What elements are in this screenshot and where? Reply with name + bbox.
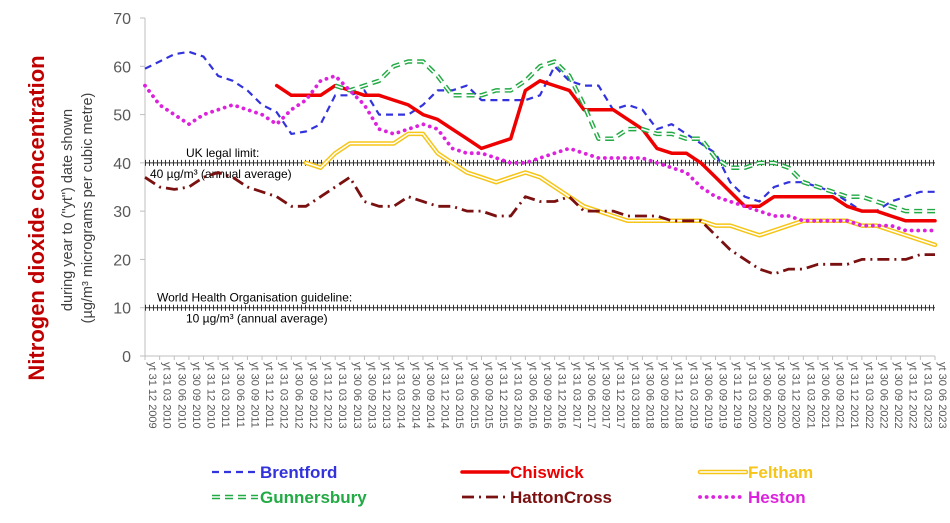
x-tick-label: yt 30 06 2017 <box>585 362 597 429</box>
x-tick-label: yt 31 12 2022 <box>907 362 919 429</box>
x-tick-label: yt 30 06 2011 <box>234 362 246 428</box>
x-tick-label: yt 31 03 2021 <box>804 362 816 429</box>
series-line-gunnersbury-inner <box>334 60 935 212</box>
legend-label: Gunnersbury <box>260 488 367 507</box>
legend-label: Brentford <box>260 463 337 482</box>
legend-label: Chiswick <box>510 463 584 482</box>
x-tick-label: yt 30 06 2018 <box>643 362 655 429</box>
y-tick-label: 60 <box>113 59 131 76</box>
x-tick-label: yt 30 06 2016 <box>526 362 538 429</box>
x-tick-label: yt 31 03 2010 <box>161 362 173 429</box>
legend-item-gunnersbury: Gunnersbury <box>212 488 367 507</box>
x-tick-label: yt 31 12 2010 <box>205 362 217 429</box>
series-heston <box>143 74 937 233</box>
series-gunnersbury <box>334 59 935 214</box>
x-tick-label: yt 31 03 2011 <box>219 362 231 428</box>
x-tick-label: yt 30 06 2019 <box>702 362 714 429</box>
x-tick-label: yt 30 09 2022 <box>892 362 904 429</box>
y-tick-label: 10 <box>113 301 131 318</box>
x-tick-label: yt 31 12 2012 <box>322 362 334 429</box>
series-chiswick <box>274 79 937 223</box>
x-tick-label: yt 31 03 2015 <box>453 362 465 429</box>
series-line-brentford <box>144 50 935 213</box>
legend-item-feltham: Feltham <box>697 463 813 482</box>
x-tick-label: yt 30 09 2014 <box>424 362 436 429</box>
x-tick-label: yt 30 09 2021 <box>834 362 846 429</box>
x-tick-label: yt 31 12 2020 <box>790 362 802 429</box>
x-tick-label: yt 31 03 2020 <box>746 362 758 429</box>
x-tick-label: yt 30 09 2010 <box>190 362 202 429</box>
x-tick-label: yt 30 09 2013 <box>365 362 377 429</box>
x-tick-label: yt 31 12 2009 <box>146 362 158 429</box>
x-tick-label: yt 30 06 2014 <box>409 362 421 429</box>
x-tick-label: yt 30 06 2023 <box>936 362 948 429</box>
series-line-hattoncross <box>144 171 935 276</box>
legend-label: Heston <box>748 488 806 507</box>
legend-item-chiswick: Chiswick <box>460 463 584 482</box>
legend-item-heston: Heston <box>698 488 806 507</box>
x-tick-label: yt 31 12 2013 <box>380 362 392 429</box>
x-tick-label: yt 30 09 2020 <box>775 362 787 429</box>
series-line-heston <box>143 74 937 233</box>
x-tick-label: yt 30 09 2015 <box>483 362 495 429</box>
y-tick-label: 30 <box>113 204 131 221</box>
x-tick-label: yt 30 06 2012 <box>292 362 304 429</box>
x-tick-label: yt 31 03 2022 <box>863 362 875 429</box>
x-tick-label: yt 31 12 2016 <box>556 362 568 429</box>
x-tick-label: yt 31 12 2014 <box>439 362 451 429</box>
series-hattoncross <box>144 171 935 276</box>
reference-label-1: World Health Organisation guideline: <box>157 291 352 305</box>
x-tick-label: yt 31 03 2018 <box>629 362 641 429</box>
x-tick-label: yt 31 03 2017 <box>570 362 582 429</box>
series-line-feltham-inner <box>305 133 936 246</box>
x-tick-label: yt 31 12 2011 <box>263 362 275 428</box>
x-tick-label: yt 30 09 2019 <box>717 362 729 429</box>
x-tick-label: yt 30 06 2020 <box>760 362 772 429</box>
y-tick-label: 0 <box>122 349 131 366</box>
x-tick-label: yt 30 06 2021 <box>819 362 831 429</box>
x-tick-label: yt 30 06 2015 <box>468 362 480 429</box>
x-tick-label: yt 31 12 2017 <box>614 362 626 429</box>
x-tick-label: yt 30 06 2010 <box>175 362 187 429</box>
reference-label-2: 10 µg/m³ (annual average) <box>186 312 328 326</box>
y-axis-subtitle-1: during year to ("yt") date shown <box>60 109 76 311</box>
x-tick-label: yt 30 09 2011 <box>248 362 260 428</box>
x-tick-label: yt 31 03 2014 <box>395 362 407 429</box>
x-tick-label: yt 30 09 2012 <box>307 362 319 429</box>
y-tick-label: 70 <box>113 11 131 28</box>
x-tick-label: yt 31 03 2013 <box>336 362 348 429</box>
x-tick-label: yt 31 03 2012 <box>278 362 290 429</box>
x-tick-label: yt 31 03 2016 <box>512 362 524 429</box>
x-tick-label: yt 31 03 2023 <box>921 362 933 429</box>
x-tick-label: yt 31 12 2015 <box>497 362 509 429</box>
series-line-feltham <box>303 131 938 248</box>
x-tick-label: yt 31 03 2019 <box>687 362 699 429</box>
x-tick-label: yt 30 09 2016 <box>541 362 553 429</box>
y-tick-label: 40 <box>113 156 131 173</box>
series-feltham <box>303 131 938 248</box>
legend-item-hattoncross: HattonCross <box>462 488 612 507</box>
y-axis-subtitle-2: (µg/m³ micrograms per cubic metre) <box>80 93 96 324</box>
x-tick-label: yt 31 12 2018 <box>673 362 685 429</box>
x-tick-label: yt 30 06 2013 <box>351 362 363 429</box>
x-tick-label: yt 30 09 2018 <box>658 362 670 429</box>
y-tick-label: 20 <box>113 252 131 269</box>
legend-label: HattonCross <box>510 488 612 507</box>
x-tick-label: yt 31 12 2021 <box>848 362 860 429</box>
reference-label-1: UK legal limit: <box>186 146 259 160</box>
series-line-chiswick <box>274 79 937 223</box>
x-tick-label: yt 30 09 2017 <box>600 362 612 429</box>
legend-label: Feltham <box>748 463 813 482</box>
y-tick-label: 50 <box>113 108 131 125</box>
legend-item-brentford: Brentford <box>212 463 337 482</box>
x-tick-label: yt 30 06 2022 <box>878 362 890 429</box>
series-brentford <box>144 50 935 213</box>
x-tick-label: yt 31 12 2019 <box>731 362 743 429</box>
y-axis-title: Nitrogen dioxide concentration <box>24 55 49 380</box>
